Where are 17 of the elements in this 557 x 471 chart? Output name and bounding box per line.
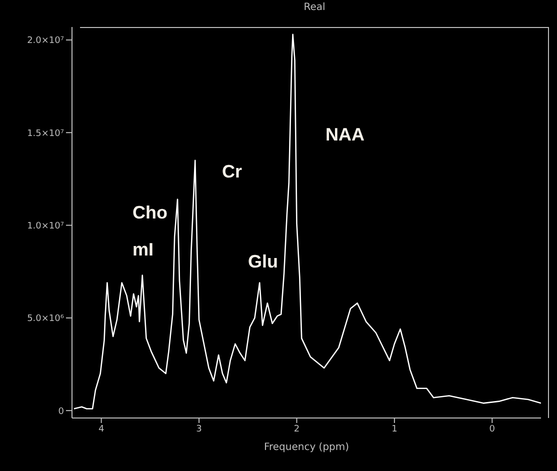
x-tick-label: 0	[489, 424, 496, 434]
x-tick-label: 1	[392, 424, 398, 434]
x-tick-label: 4	[98, 424, 104, 434]
y-tick-label: 1.5×10⁷	[27, 128, 64, 139]
y-tick-label: 5.0×10⁶	[27, 314, 64, 324]
y-tick-label: 0	[58, 406, 64, 417]
y-tick-label: 2.0×10⁷	[27, 36, 64, 46]
annotation: mI	[132, 240, 154, 260]
x-tick-label: 3	[196, 424, 202, 434]
x-tick-label: 2	[294, 424, 300, 434]
x-axis-title: Frequency (ppm)	[264, 442, 350, 453]
y-tick-label: 1.0×10⁷	[27, 221, 64, 232]
annotation: Glu	[248, 252, 278, 272]
annotation: Cr	[222, 162, 242, 182]
chart-title: Real	[302, 2, 326, 13]
annotation: Cho	[132, 202, 168, 224]
annotation: NAA	[326, 124, 364, 146]
